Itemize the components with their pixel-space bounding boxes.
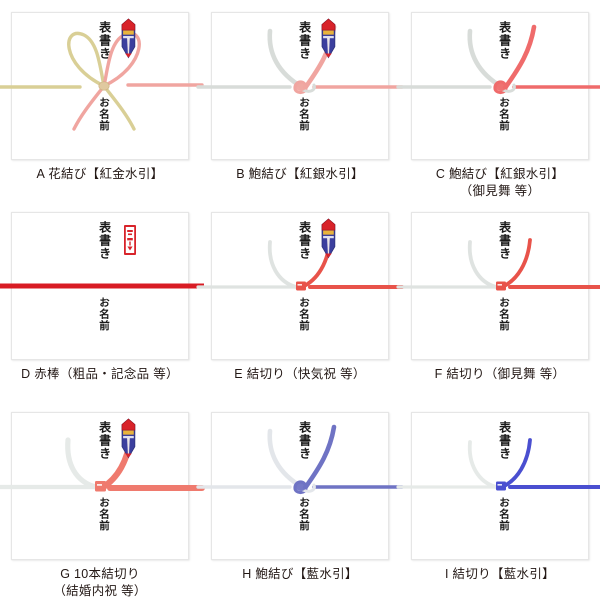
sample-caption: F 結切り（御見舞 等） — [435, 366, 566, 383]
caption-line-2: （御見舞 等） — [459, 183, 541, 198]
noshi-sample-b[interactable]: 表書きお名前 B 鮑結び【紅銀水引】 — [196, 0, 404, 200]
noshi-sample-f[interactable]: 表書きお名前 F 結切り（御見舞 等） — [396, 200, 600, 400]
sample-caption: E 結切り（快気祝 等） — [234, 366, 365, 383]
mizuhiki-graphic — [0, 418, 205, 492]
onamae-text: お名前 — [498, 97, 511, 132]
mizuhiki-graphic — [396, 24, 600, 95]
noshi-ornament — [121, 18, 136, 59]
caption-line-1: D 赤棒（粗品・記念品 等） — [21, 367, 179, 381]
card-inner: 表書き お名前 — [396, 213, 600, 359]
sample-caption: I 結切り【藍水引】 — [445, 566, 555, 583]
omotegaki-text: 表書き — [297, 221, 312, 260]
noshi-sample-c[interactable]: 表書きお名前 C 鮑結び【紅銀水引】 （御見舞 等） — [396, 0, 600, 200]
sample-caption: G 10本結切り （結婚内祝 等） — [53, 566, 146, 600]
onamae-text: お名前 — [98, 297, 111, 332]
caption-line-1: H 鮑結び【藍水引】 — [242, 567, 358, 581]
card-inner: 表書き お名前 — [0, 13, 204, 159]
noshigami-card[interactable]: 表書き お名前 — [0, 412, 205, 560]
mizuhiki-graphic — [396, 238, 600, 291]
sample-caption: H 鮑結び【藍水引】 — [242, 566, 358, 583]
sample-caption: A 花結び【紅金水引】 — [37, 166, 164, 183]
sample-caption: B 鮑結び【紅銀水引】 — [236, 166, 364, 183]
omotegaki-text: 表書き — [497, 421, 512, 460]
card-inner: 表書き お名前 — [196, 213, 404, 359]
red-noshi-stamp — [124, 225, 136, 255]
card-inner: 表書き お名前 — [0, 413, 205, 559]
onamae-text: お名前 — [298, 497, 311, 532]
noshigami-card[interactable]: 表書き お名前 — [396, 212, 600, 360]
mizuhiki-graphic — [196, 424, 404, 495]
omotegaki-text: 表書き — [97, 421, 112, 460]
mizuhiki-graphic — [0, 18, 204, 131]
onamae-text: お名前 — [298, 97, 311, 132]
caption-line-1: C 鮑結び【紅銀水引】 — [435, 167, 565, 181]
noshi-sample-g[interactable]: 表書きお名前 G 10本結切り （結婚内祝 等） — [0, 400, 205, 600]
mizuhiki-graphic — [196, 18, 404, 95]
omotegaki-text: 表書き — [497, 221, 512, 260]
mizuhiki-graphic — [196, 218, 404, 291]
noshigami-card[interactable]: 表書き お名前 — [196, 412, 404, 560]
mizuhiki-graphic — [396, 438, 600, 491]
noshi-ornament — [121, 418, 136, 459]
caption-line-1: B 鮑結び【紅銀水引】 — [236, 167, 364, 181]
noshi-sample-a[interactable]: 表書きお名前 A 花結び【紅金水引】 — [0, 0, 204, 200]
card-inner: 表書き お名前 — [396, 13, 600, 159]
caption-line-2: （結婚内祝 等） — [53, 583, 147, 598]
noshigami-card[interactable]: 表書き お名前 — [0, 212, 204, 360]
caption-line-1: F 結切り（御見舞 等） — [434, 367, 566, 381]
caption-line-1: I 結切り【藍水引】 — [445, 567, 555, 581]
card-inner: 表書き お名前 — [0, 213, 204, 359]
onamae-text: お名前 — [498, 297, 511, 332]
card-inner: 表書き お名前 — [196, 13, 404, 159]
noshigami-card[interactable]: 表書き お名前 — [0, 12, 204, 160]
noshigami-card[interactable]: 表書き お名前 — [396, 12, 600, 160]
mizuhiki-graphic — [0, 225, 204, 289]
onamae-text: お名前 — [298, 297, 311, 332]
noshi-sample-e[interactable]: 表書きお名前 E 結切り（快気祝 等） — [196, 200, 404, 400]
sample-caption: D 赤棒（粗品・記念品 等） — [21, 366, 179, 383]
omotegaki-text: 表書き — [97, 21, 112, 60]
onamae-text: お名前 — [498, 497, 511, 532]
noshigami-card[interactable]: 表書き お名前 — [196, 212, 404, 360]
card-inner: 表書き お名前 — [196, 413, 404, 559]
noshigami-card[interactable]: 表書き お名前 — [196, 12, 404, 160]
sample-caption: C 鮑結び【紅銀水引】 （御見舞 等） — [436, 166, 564, 200]
omotegaki-text: 表書き — [97, 221, 112, 260]
noshi-sample-h[interactable]: 表書きお名前 H 鮑結び【藍水引】 — [196, 400, 404, 600]
noshi-sample-i[interactable]: 表書きお名前 I 結切り【藍水引】 — [396, 400, 600, 600]
card-inner: 表書き お名前 — [396, 413, 600, 559]
onamae-text: お名前 — [98, 497, 111, 532]
omotegaki-text: 表書き — [497, 21, 512, 60]
caption-line-1: E 結切り（快気祝 等） — [234, 367, 366, 381]
noshi-ornament — [321, 18, 336, 59]
caption-line-1: G 10本結切り — [60, 567, 140, 581]
onamae-text: お名前 — [98, 97, 111, 132]
noshi-sample-d[interactable]: 表書きお名前 D 赤棒（粗品・記念品 等） — [0, 200, 204, 400]
noshi-ornament — [321, 218, 336, 259]
omotegaki-text: 表書き — [297, 21, 312, 60]
caption-line-1: A 花結び【紅金水引】 — [36, 167, 164, 181]
noshigami-card[interactable]: 表書き お名前 — [396, 412, 600, 560]
omotegaki-text: 表書き — [297, 421, 312, 460]
